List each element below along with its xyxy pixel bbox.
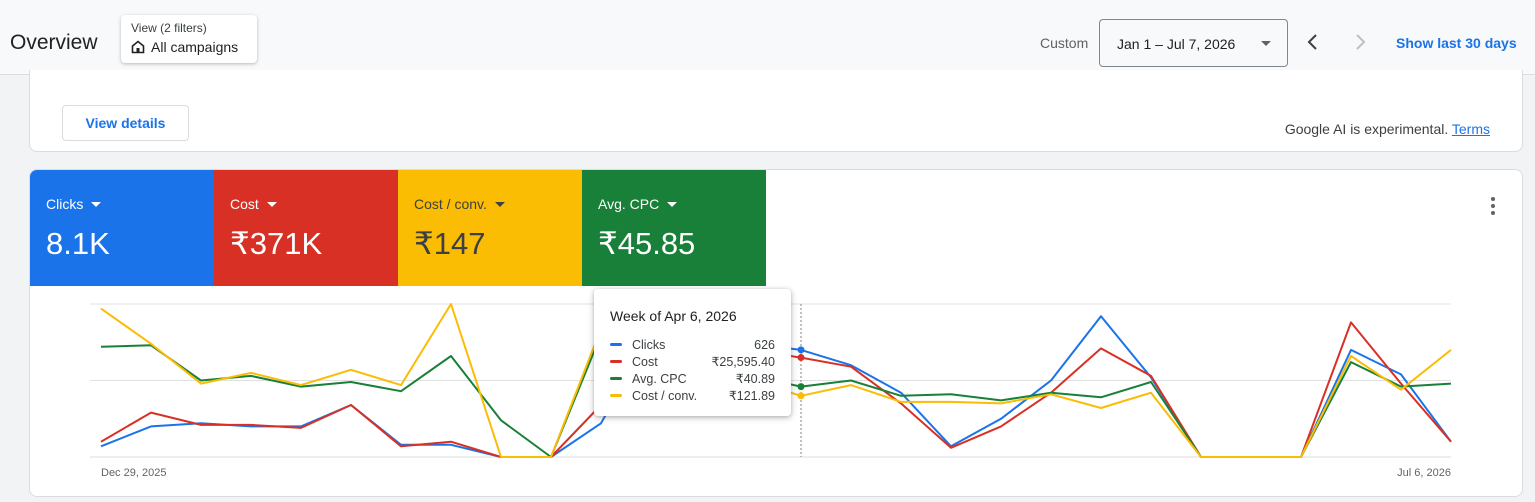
chart-tooltip: Week of Apr 6, 2026 Clicks 626 Cost ₹25,… <box>594 289 791 416</box>
chevron-right-icon[interactable] <box>1348 30 1372 54</box>
caret-down-icon <box>91 201 102 207</box>
tooltip-series-value: ₹40.89 <box>735 372 775 386</box>
legend-swatch <box>610 377 622 380</box>
tooltip-series-value: ₹25,595.40 <box>711 355 775 369</box>
chevron-left-icon[interactable] <box>1301 30 1325 54</box>
metric-tile-avg-cpc[interactable]: Avg. CPC ₹45.85 <box>582 170 766 286</box>
metric-value: 8.1K <box>46 226 110 261</box>
more-vert-icon[interactable] <box>1490 196 1496 216</box>
filter-value: All campaigns <box>151 39 239 55</box>
date-range-picker[interactable]: Jan 1 – Jul 7, 2026 <box>1099 19 1288 67</box>
tooltip-series-value: ₹121.89 <box>728 389 775 403</box>
highlight-point <box>797 346 805 354</box>
show-last-30-days-link[interactable]: Show last 30 days <box>1396 35 1517 51</box>
tooltip-row: Cost / conv. ₹121.89 <box>610 387 775 404</box>
view-details-button[interactable]: View details <box>62 105 189 141</box>
custom-label: Custom <box>1040 35 1089 51</box>
tooltip-series-name: Cost <box>632 354 658 369</box>
tooltip-series-name: Clicks <box>632 337 666 352</box>
date-range-text: Jan 1 – Jul 7, 2026 <box>1117 36 1236 52</box>
tooltip-series-name: Cost / conv. <box>632 388 698 403</box>
caret-down-icon <box>667 201 678 207</box>
tooltip-row: Clicks 626 <box>610 336 775 353</box>
tooltip-title: Week of Apr 6, 2026 <box>610 308 737 324</box>
metric-value: ₹147 <box>414 226 486 261</box>
home-icon <box>131 40 145 54</box>
view-filter-chip[interactable]: View (2 filters) All campaigns <box>121 15 257 63</box>
x-tick-label-first: Dec 29, 2025 <box>101 467 166 479</box>
metric-label: Cost / conv. <box>414 196 487 212</box>
metric-label: Avg. CPC <box>598 196 660 212</box>
page-title: Overview <box>10 31 98 54</box>
metric-value: ₹45.85 <box>598 226 696 261</box>
ai-disclaimer: Google AI is experimental. Terms <box>1285 121 1490 137</box>
ai-disclaimer-text: Google AI is experimental. <box>1284 121 1449 137</box>
highlight-point <box>797 383 805 391</box>
x-tick-label-last: Jul 6, 2026 <box>1397 467 1451 479</box>
caret-down-icon <box>494 201 505 207</box>
metric-label: Cost <box>230 196 259 212</box>
chevron-down-icon <box>1261 41 1271 46</box>
terms-link[interactable]: Terms <box>1451 121 1490 137</box>
highlight-point <box>797 354 805 362</box>
metric-tile-cost-per-conv[interactable]: Cost / conv. ₹147 <box>398 170 582 286</box>
caret-down-icon <box>266 201 277 207</box>
tooltip-series-value: 626 <box>754 337 775 352</box>
tooltip-series-name: Avg. CPC <box>632 371 687 386</box>
filter-count-label: View (2 filters) <box>131 21 207 35</box>
tooltip-row: Avg. CPC ₹40.89 <box>610 370 775 387</box>
legend-swatch <box>610 360 622 363</box>
page-header: Overview View (2 filters) All campaigns … <box>0 0 1535 75</box>
metric-value: ₹371K <box>230 226 323 261</box>
tooltip-row: Cost ₹25,595.40 <box>610 353 775 370</box>
metric-label: Clicks <box>46 196 84 212</box>
legend-swatch <box>610 394 622 397</box>
highlight-point <box>797 392 805 400</box>
ai-insight-card: View details Google AI is experimental. … <box>29 70 1523 152</box>
metric-tile-clicks[interactable]: Clicks 8.1K <box>30 170 214 286</box>
metric-tile-cost[interactable]: Cost ₹371K <box>214 170 398 286</box>
legend-swatch <box>610 343 622 346</box>
